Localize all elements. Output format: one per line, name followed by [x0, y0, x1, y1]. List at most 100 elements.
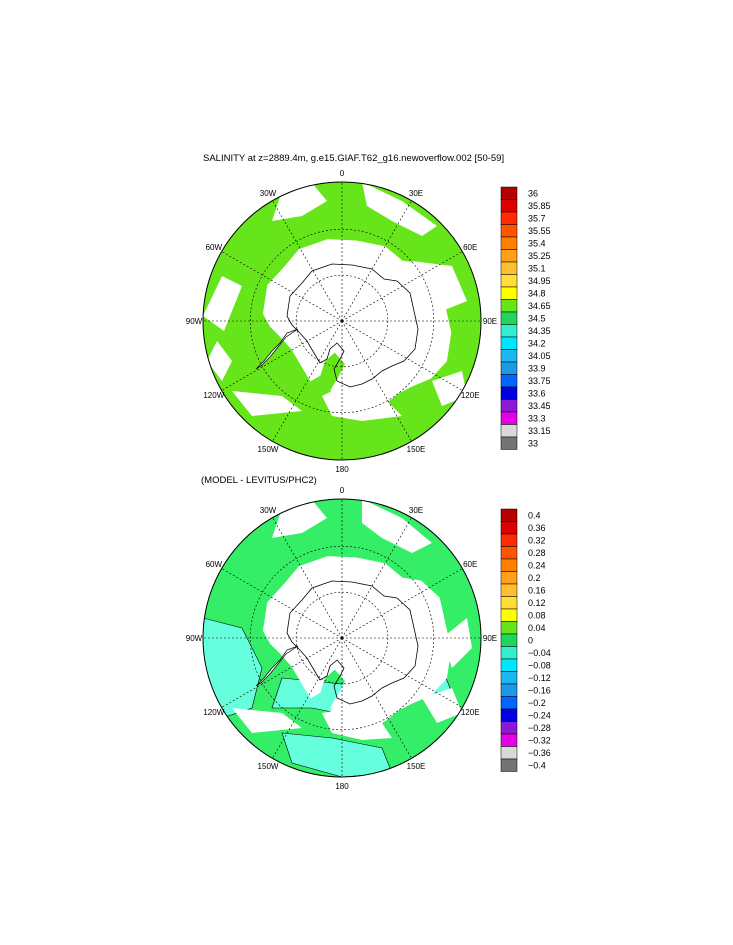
colorbar-label: 36	[528, 188, 538, 198]
colorbar-label: 34.5	[528, 313, 546, 323]
colorbar-swatch	[500, 546, 518, 560]
colorbar-swatch	[500, 224, 518, 238]
colorbar-swatch	[500, 671, 518, 685]
longitude-label: 150W	[258, 445, 279, 454]
colorbar-swatch	[500, 336, 518, 350]
longitude-label: 60E	[463, 560, 477, 569]
difference-map-title: (MODEL - LEVITUS/PHC2)	[201, 475, 317, 486]
colorbar-label: 0.12	[528, 598, 546, 608]
colorbar-swatch	[500, 696, 518, 710]
colorbar-swatch	[500, 249, 518, 263]
meridian-line	[272, 200, 343, 322]
colorbar-swatch	[500, 211, 518, 225]
missing-data-region	[207, 341, 232, 381]
longitude-label: 60W	[206, 560, 223, 569]
colorbar-label: 35.25	[528, 251, 551, 261]
colorbar-swatch	[500, 596, 518, 610]
colorbar-swatch	[500, 436, 518, 450]
colorbar-swatch	[500, 261, 518, 275]
difference-colorbar: 0.4 0.36 0.32 0.28 0.24 0.2 0.16 0.12 0.08 0.04 0 −…	[500, 508, 551, 772]
longitude-label: 120E	[461, 391, 480, 400]
colorbar-swatch	[500, 186, 518, 200]
antarctic-peninsula	[255, 328, 299, 370]
colorbar-label: 0.28	[528, 548, 546, 558]
colorbar-swatch	[500, 633, 518, 647]
salinity-map-title: SALINITY at z=2889.4m, g.e15.GIAF.T62_g1…	[203, 153, 505, 164]
colorbar-swatch	[500, 508, 518, 522]
colorbar-swatch	[500, 236, 518, 250]
colorbar-swatch	[500, 286, 518, 300]
longitude-label: 180	[335, 465, 349, 474]
salinity-colorbar: 36 35.85 35.7 35.55 35.4 35.25 35.1 34.95 34.8 34…	[500, 186, 551, 450]
colorbar-label: −0.16	[528, 685, 551, 695]
longitude-label: 180	[335, 782, 349, 791]
meridian-line	[341, 568, 463, 639]
longitude-label: 90W	[186, 317, 203, 326]
missing-data-region	[362, 182, 437, 236]
colorbar-label: 34.8	[528, 288, 546, 298]
missing-data-region	[232, 708, 302, 733]
longitude-label: 90E	[483, 317, 497, 326]
meridian-line	[272, 320, 343, 442]
colorbar-swatch	[500, 721, 518, 735]
colorbar-label: 34.95	[528, 276, 551, 286]
meridian-line	[221, 568, 343, 639]
colorbar-swatch	[500, 521, 518, 535]
difference-map: 0 30E 60E 90E 120E 150E 180 150W 120W 90W 60W 30W	[186, 486, 497, 791]
meridian-line	[341, 251, 463, 322]
colorbar-label: 33.9	[528, 363, 546, 373]
colorbar-label: 0.16	[528, 585, 546, 595]
colorbar-swatch	[500, 608, 518, 622]
colorbar-swatch	[500, 411, 518, 425]
colorbar-label: −0.04	[528, 648, 551, 658]
colorbar-label: 34.35	[528, 326, 551, 336]
colorbar-swatch	[500, 683, 518, 697]
colorbar-label: 0.2	[528, 573, 541, 583]
longitude-label: 30W	[260, 506, 277, 515]
antarctica-coastline	[286, 580, 419, 705]
antarctic-peninsula	[255, 645, 299, 687]
longitude-label: 30E	[409, 189, 423, 198]
longitude-label: 90E	[483, 634, 497, 643]
longitude-label: 30E	[409, 506, 423, 515]
missing-data-region	[203, 276, 242, 331]
missing-data-region	[422, 688, 462, 723]
meridian-line	[341, 517, 412, 639]
latitude-circle	[249, 545, 435, 731]
colorbar-swatch	[500, 274, 518, 288]
meridian-line	[341, 637, 412, 759]
colorbar-label: 33	[528, 438, 538, 448]
longitude-label: 150E	[407, 762, 426, 771]
colorbar-label: −0.12	[528, 673, 551, 683]
colorbar-swatch	[500, 386, 518, 400]
meridian-line	[221, 251, 343, 322]
colorbar-swatch	[500, 571, 518, 585]
meridian-line	[221, 320, 343, 391]
colorbar-swatch	[500, 658, 518, 672]
longitude-label: 60E	[463, 243, 477, 252]
colorbar-swatch	[500, 299, 518, 313]
colorbar-label: 35.4	[528, 238, 546, 248]
colorbar-swatch	[500, 733, 518, 747]
map-boundary	[202, 498, 482, 778]
colorbar-label: −0.36	[528, 748, 551, 758]
colorbar-swatch	[500, 199, 518, 213]
meridian-line	[341, 200, 412, 322]
colorbar-label: 35.1	[528, 263, 546, 273]
meridian-line	[221, 637, 343, 708]
longitude-label: 120E	[461, 708, 480, 717]
meridian-line	[272, 517, 343, 639]
colorbar-label: −0.4	[528, 760, 546, 770]
meridian-line	[341, 320, 412, 442]
colorbar-label: 34.2	[528, 338, 546, 348]
colorbar-label: 0.04	[528, 623, 546, 633]
colorbar-label: 0.24	[528, 560, 546, 570]
colorbar-swatch	[500, 646, 518, 660]
antarctica-fill	[262, 239, 452, 416]
colorbar-label: 33.15	[528, 426, 551, 436]
longitude-label: 120W	[203, 708, 224, 717]
colorbar-swatch	[500, 708, 518, 722]
colorbar-swatch	[500, 399, 518, 413]
colorbar-label: 34.65	[528, 301, 551, 311]
colorbar-label: 33.75	[528, 376, 551, 386]
